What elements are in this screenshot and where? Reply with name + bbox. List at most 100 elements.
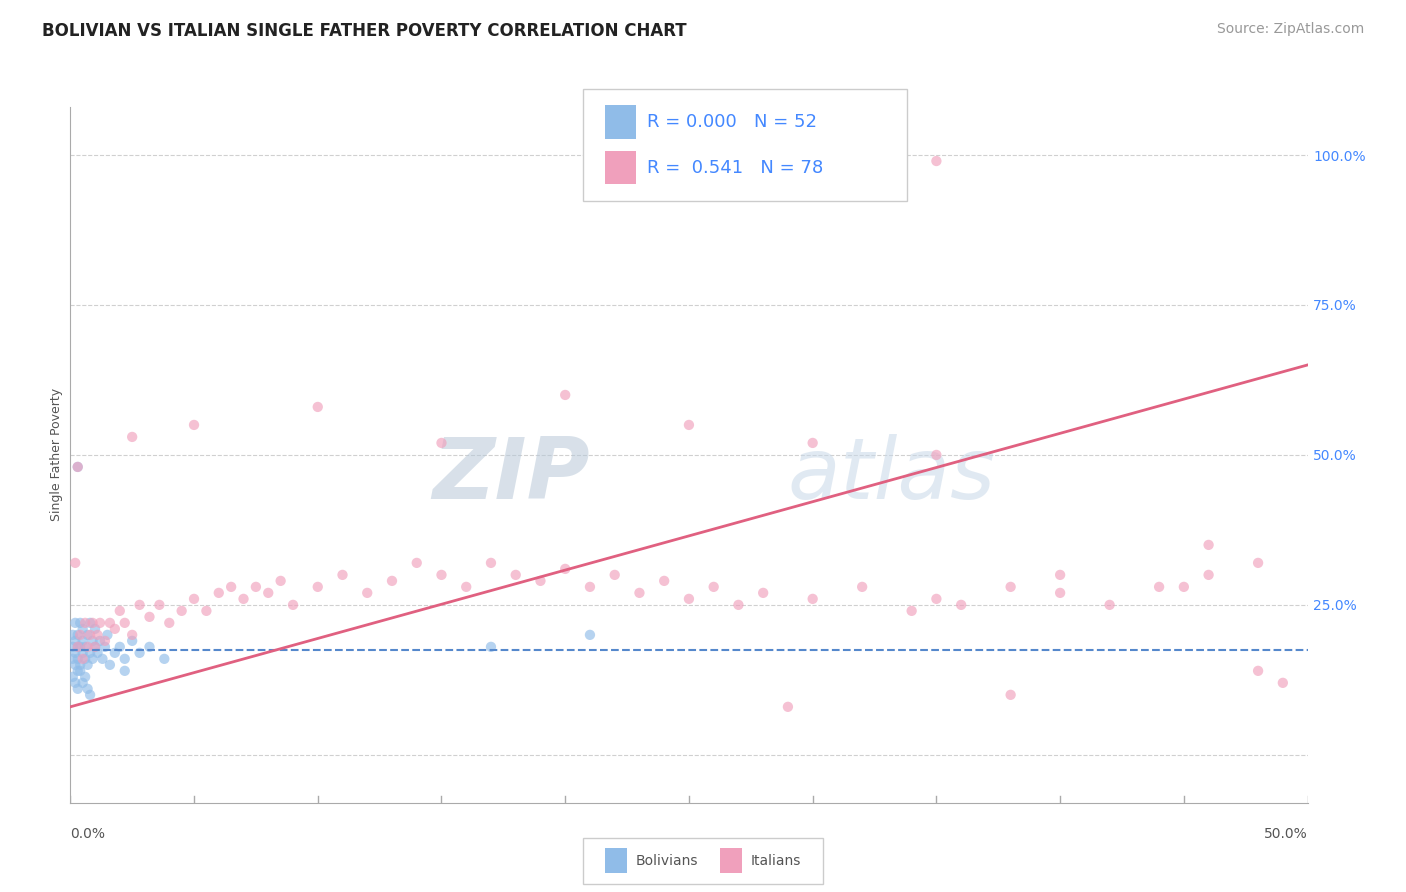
Point xyxy=(1271,676,1294,690)
Point xyxy=(1147,580,1170,594)
Point xyxy=(505,567,527,582)
Point xyxy=(678,417,700,432)
Point xyxy=(529,574,551,588)
Point xyxy=(554,562,576,576)
Text: 0.0%: 0.0% xyxy=(70,827,105,841)
Point xyxy=(98,615,121,630)
Point xyxy=(1173,580,1195,594)
Point xyxy=(65,657,87,672)
Point xyxy=(75,640,97,654)
Point xyxy=(82,615,104,630)
Point xyxy=(456,580,478,594)
Point xyxy=(89,615,111,630)
Text: R =  0.541   N = 78: R = 0.541 N = 78 xyxy=(647,159,823,177)
Text: atlas: atlas xyxy=(787,434,995,517)
Point xyxy=(1000,688,1022,702)
Point xyxy=(925,448,948,462)
Point xyxy=(62,670,84,684)
Point xyxy=(270,574,292,588)
Point xyxy=(84,622,107,636)
Point xyxy=(356,586,378,600)
Point xyxy=(76,681,98,696)
Point xyxy=(430,567,453,582)
Point xyxy=(79,646,101,660)
Point xyxy=(628,586,651,600)
Point xyxy=(79,615,101,630)
Point xyxy=(79,688,101,702)
Text: Bolivians: Bolivians xyxy=(636,854,697,868)
Point xyxy=(925,154,948,169)
Point xyxy=(307,580,329,594)
Point xyxy=(114,652,136,666)
Point xyxy=(91,652,114,666)
Point xyxy=(121,633,143,648)
Point xyxy=(579,628,602,642)
Point xyxy=(170,604,193,618)
Point xyxy=(678,591,700,606)
Text: 50.0%: 50.0% xyxy=(1264,827,1308,841)
Point xyxy=(62,652,84,666)
Point xyxy=(69,640,91,654)
Point xyxy=(579,580,602,594)
Point xyxy=(76,657,98,672)
Point xyxy=(104,646,127,660)
Point xyxy=(479,640,502,654)
Point xyxy=(66,652,89,666)
Point xyxy=(332,567,354,582)
Point xyxy=(65,676,87,690)
Point xyxy=(114,615,136,630)
Point xyxy=(69,628,91,642)
Point xyxy=(98,657,121,672)
Point xyxy=(1247,664,1270,678)
Point xyxy=(89,633,111,648)
Point xyxy=(76,640,98,654)
Point xyxy=(69,657,91,672)
Text: R = 0.000   N = 52: R = 0.000 N = 52 xyxy=(647,113,817,131)
Point xyxy=(1000,580,1022,594)
Point xyxy=(75,615,97,630)
Point xyxy=(801,591,824,606)
Point xyxy=(96,628,118,642)
Point xyxy=(84,640,107,654)
Point xyxy=(108,640,131,654)
Point xyxy=(232,591,254,606)
Point xyxy=(114,664,136,678)
Point xyxy=(62,640,84,654)
Point xyxy=(281,598,304,612)
Point xyxy=(84,640,107,654)
Point xyxy=(72,676,94,690)
Point xyxy=(82,633,104,648)
Point xyxy=(245,580,267,594)
Point xyxy=(75,652,97,666)
Point xyxy=(148,598,170,612)
Point xyxy=(138,640,160,654)
Point xyxy=(183,417,205,432)
Point xyxy=(727,598,749,612)
Point xyxy=(66,664,89,678)
Point xyxy=(752,586,775,600)
Point xyxy=(900,604,922,618)
Point xyxy=(257,586,280,600)
Point xyxy=(94,640,117,654)
Point xyxy=(1198,538,1220,552)
Point xyxy=(153,652,176,666)
Point xyxy=(479,556,502,570)
Point xyxy=(82,652,104,666)
Point xyxy=(138,610,160,624)
Point xyxy=(79,628,101,642)
Point xyxy=(1198,567,1220,582)
Y-axis label: Single Father Poverty: Single Father Poverty xyxy=(51,388,63,522)
Point xyxy=(307,400,329,414)
Point xyxy=(86,646,108,660)
Point xyxy=(208,586,231,600)
Point xyxy=(69,664,91,678)
Point xyxy=(66,628,89,642)
Point xyxy=(157,615,180,630)
Point xyxy=(69,615,91,630)
Point xyxy=(65,556,87,570)
Point xyxy=(65,646,87,660)
Point xyxy=(66,640,89,654)
Point xyxy=(62,628,84,642)
Point xyxy=(94,633,117,648)
Point xyxy=(1049,586,1071,600)
